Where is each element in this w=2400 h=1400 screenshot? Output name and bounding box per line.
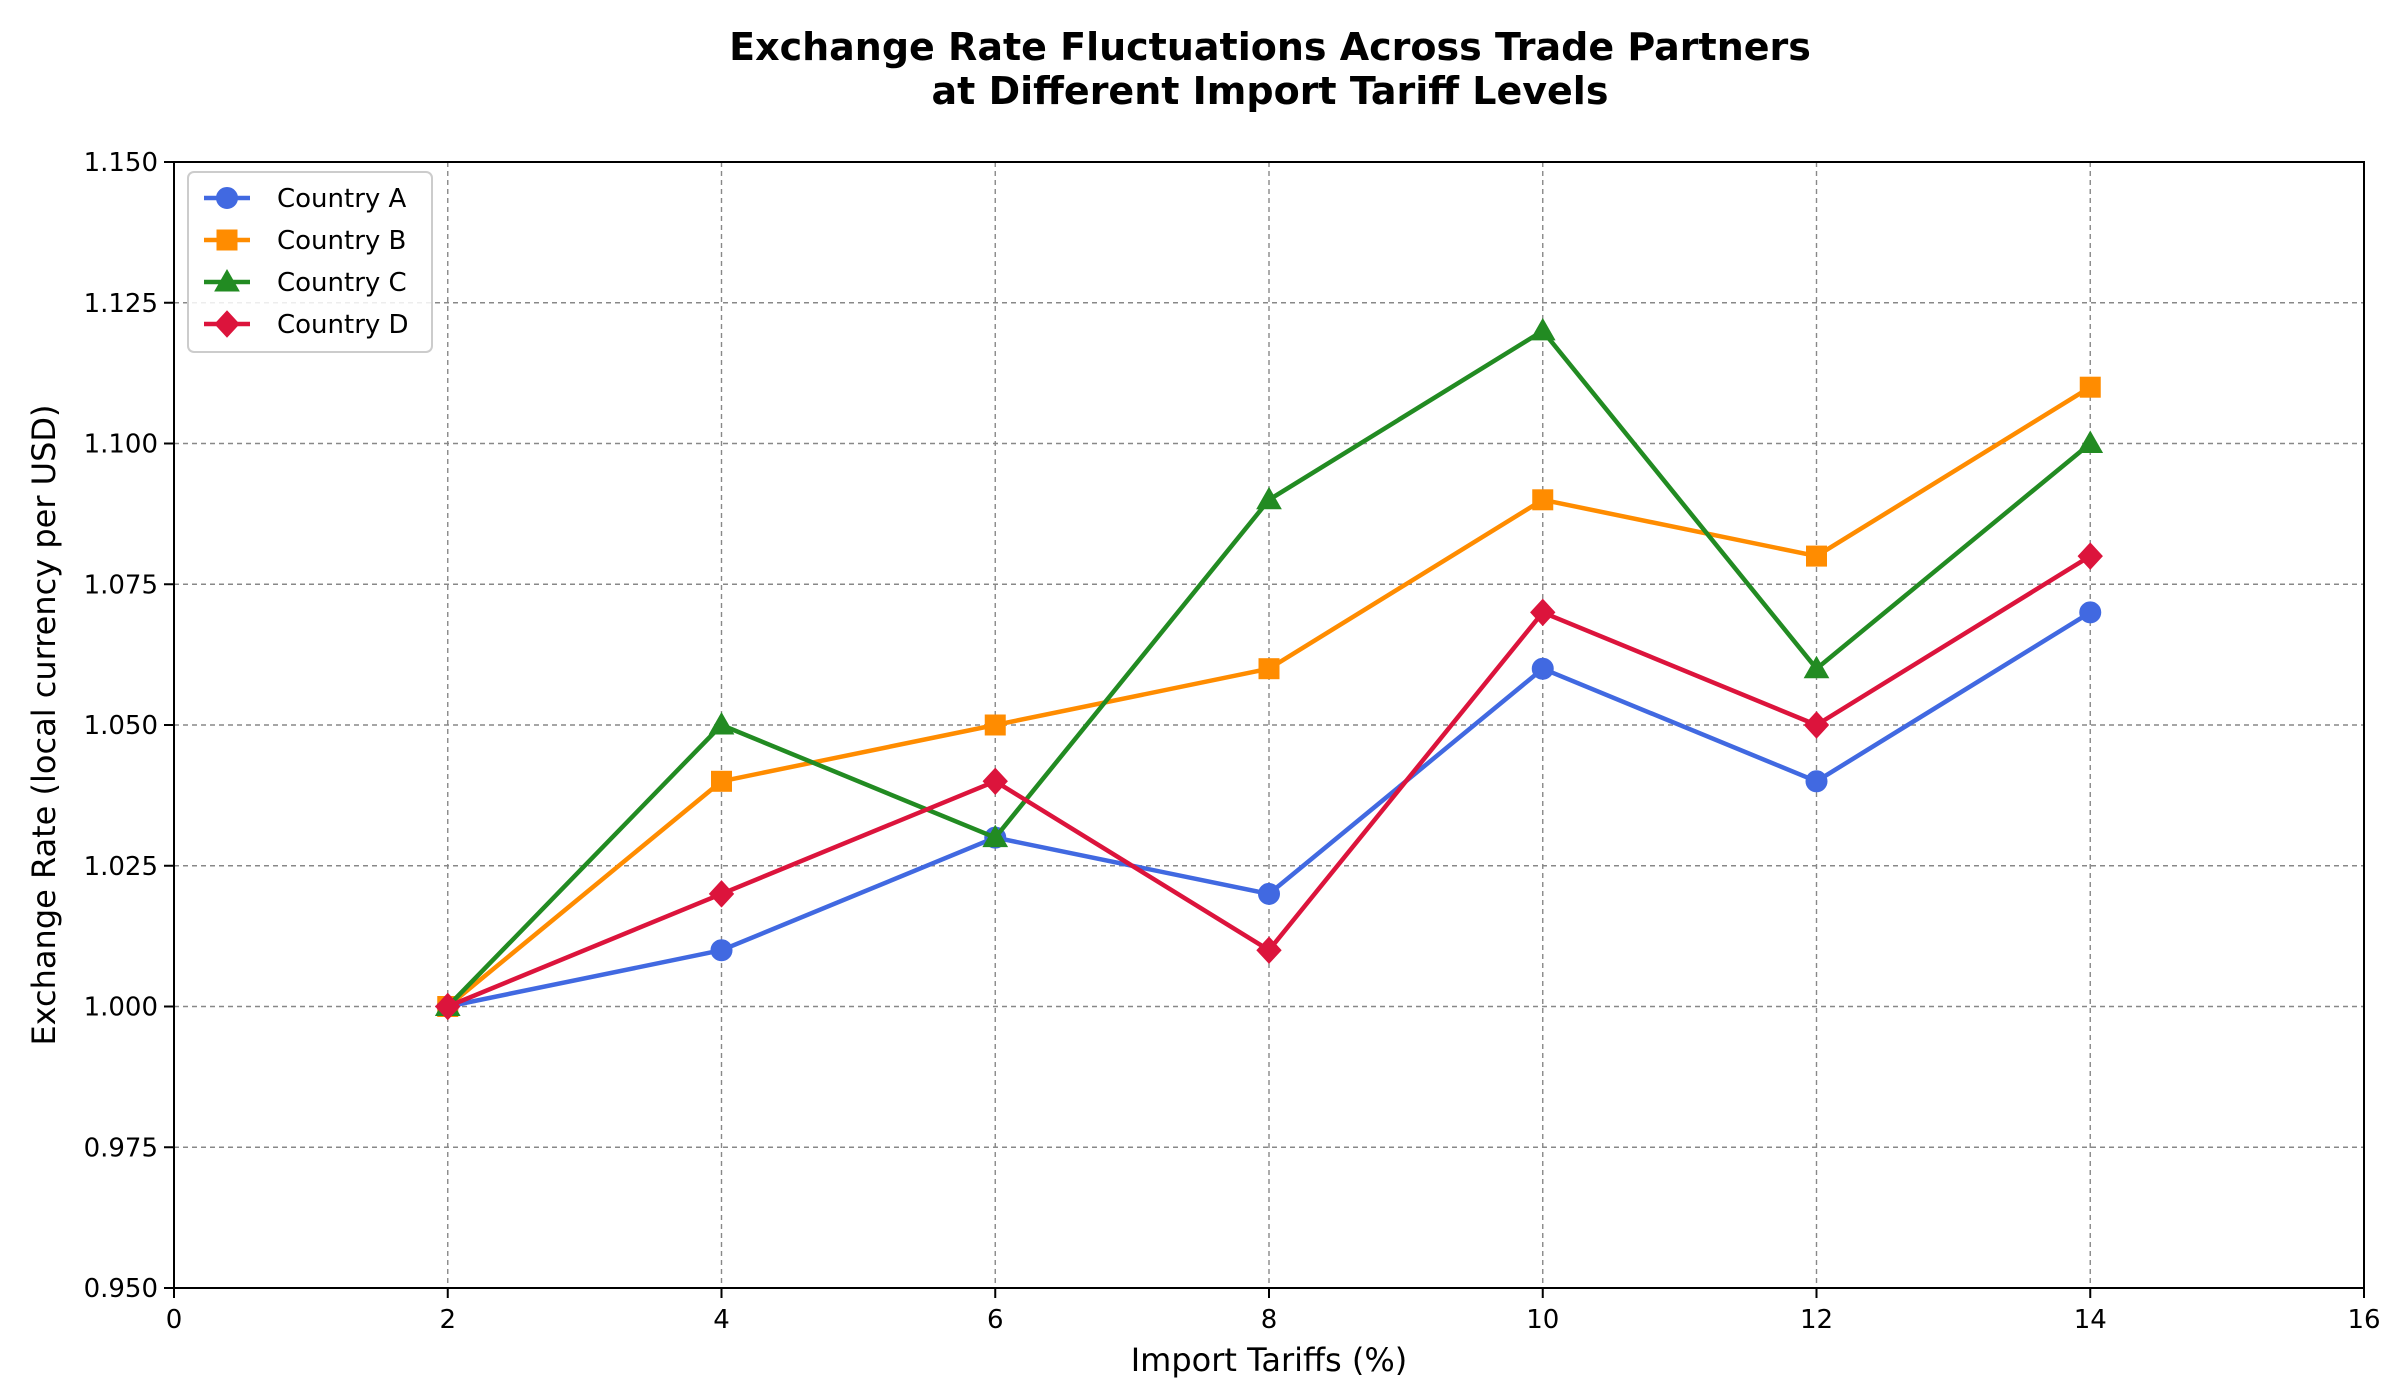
data-point — [2077, 430, 2104, 453]
y-axis-label: Exchange Rate (local currency per USD) — [25, 404, 63, 1045]
chart-title-line-1: Exchange Rate Fluctuations Across Trade … — [729, 25, 1811, 69]
x-tick-label: 14 — [2074, 1305, 2107, 1335]
data-point — [982, 767, 1008, 796]
data-point — [435, 992, 461, 1021]
data-point — [1532, 489, 1554, 511]
data-point — [1803, 711, 1830, 739]
legend-label: Country D — [277, 310, 409, 340]
data-point — [2079, 376, 2101, 398]
data-point — [1803, 655, 1830, 679]
x-tick-label: 10 — [1526, 1305, 1559, 1335]
x-axis-label: Import Tariffs (%) — [1131, 1341, 1408, 1379]
data-point — [1805, 770, 1828, 793]
x-tick-label: 6 — [987, 1305, 1004, 1335]
data-point — [1256, 936, 1282, 964]
series-country-c — [434, 317, 2104, 1016]
x-tick-label: 0 — [166, 1305, 183, 1335]
legend-label: Country C — [277, 268, 407, 298]
x-tick-label: 8 — [1261, 1305, 1278, 1335]
data-point — [1258, 658, 1280, 680]
data-point — [1530, 598, 1556, 627]
legend-frame — [187, 171, 433, 353]
x-tick-label: 4 — [713, 1305, 730, 1335]
x-tick-label: 2 — [439, 1305, 456, 1335]
legend-marker — [214, 268, 240, 292]
x-tick-label: 12 — [1800, 1305, 1833, 1335]
legend-marker — [216, 229, 238, 251]
data-point — [1256, 486, 1282, 510]
data-point — [1806, 545, 1827, 567]
y-tick-label: 1.150 — [84, 148, 158, 178]
x-tick-label: 16 — [2347, 1305, 2380, 1335]
data-point — [708, 880, 735, 908]
legend-item: Country C — [204, 268, 407, 298]
y-tick-label: 1.075 — [84, 570, 158, 600]
legend-item: Country A — [204, 184, 407, 214]
y-axis: 0.950 0.975 1.000 1.025 1.050 1.075 1.100 1.125… — [84, 148, 174, 1304]
y-tick-label: 0.975 — [84, 1133, 158, 1163]
y-tick-label: 0.950 — [84, 1274, 158, 1304]
legend-label: Country B — [277, 226, 406, 256]
x-axis: 0 2 4 6 8 10 12 14 16 — [166, 1288, 2381, 1335]
data-point — [1531, 657, 1554, 680]
legend: Country A Country B Country C Country D — [187, 171, 433, 353]
data-point — [984, 714, 1006, 736]
y-tick-label: 1.125 — [84, 289, 158, 319]
data-point — [1529, 317, 1556, 341]
data-point — [711, 770, 732, 792]
legend-item: Country B — [204, 226, 406, 256]
y-tick-label: 1.000 — [84, 993, 158, 1023]
y-tick-label: 1.050 — [84, 711, 158, 741]
data-point — [2077, 542, 2103, 570]
legend-marker — [214, 310, 240, 338]
legend-label: Country A — [277, 184, 407, 214]
series-country-d — [435, 542, 2103, 1021]
data-point — [982, 824, 1009, 848]
data-point — [2079, 601, 2102, 624]
legend-marker — [216, 187, 238, 209]
legend-item: Country D — [204, 310, 409, 340]
y-tick-label: 1.025 — [84, 852, 158, 882]
data-point — [710, 939, 733, 962]
data-point — [1258, 882, 1280, 905]
chart-title-line-2: at Different Import Tariff Levels — [932, 69, 1609, 113]
y-tick-label: 1.100 — [84, 430, 158, 460]
series-layer — [434, 317, 2104, 1021]
data-point — [708, 711, 735, 735]
